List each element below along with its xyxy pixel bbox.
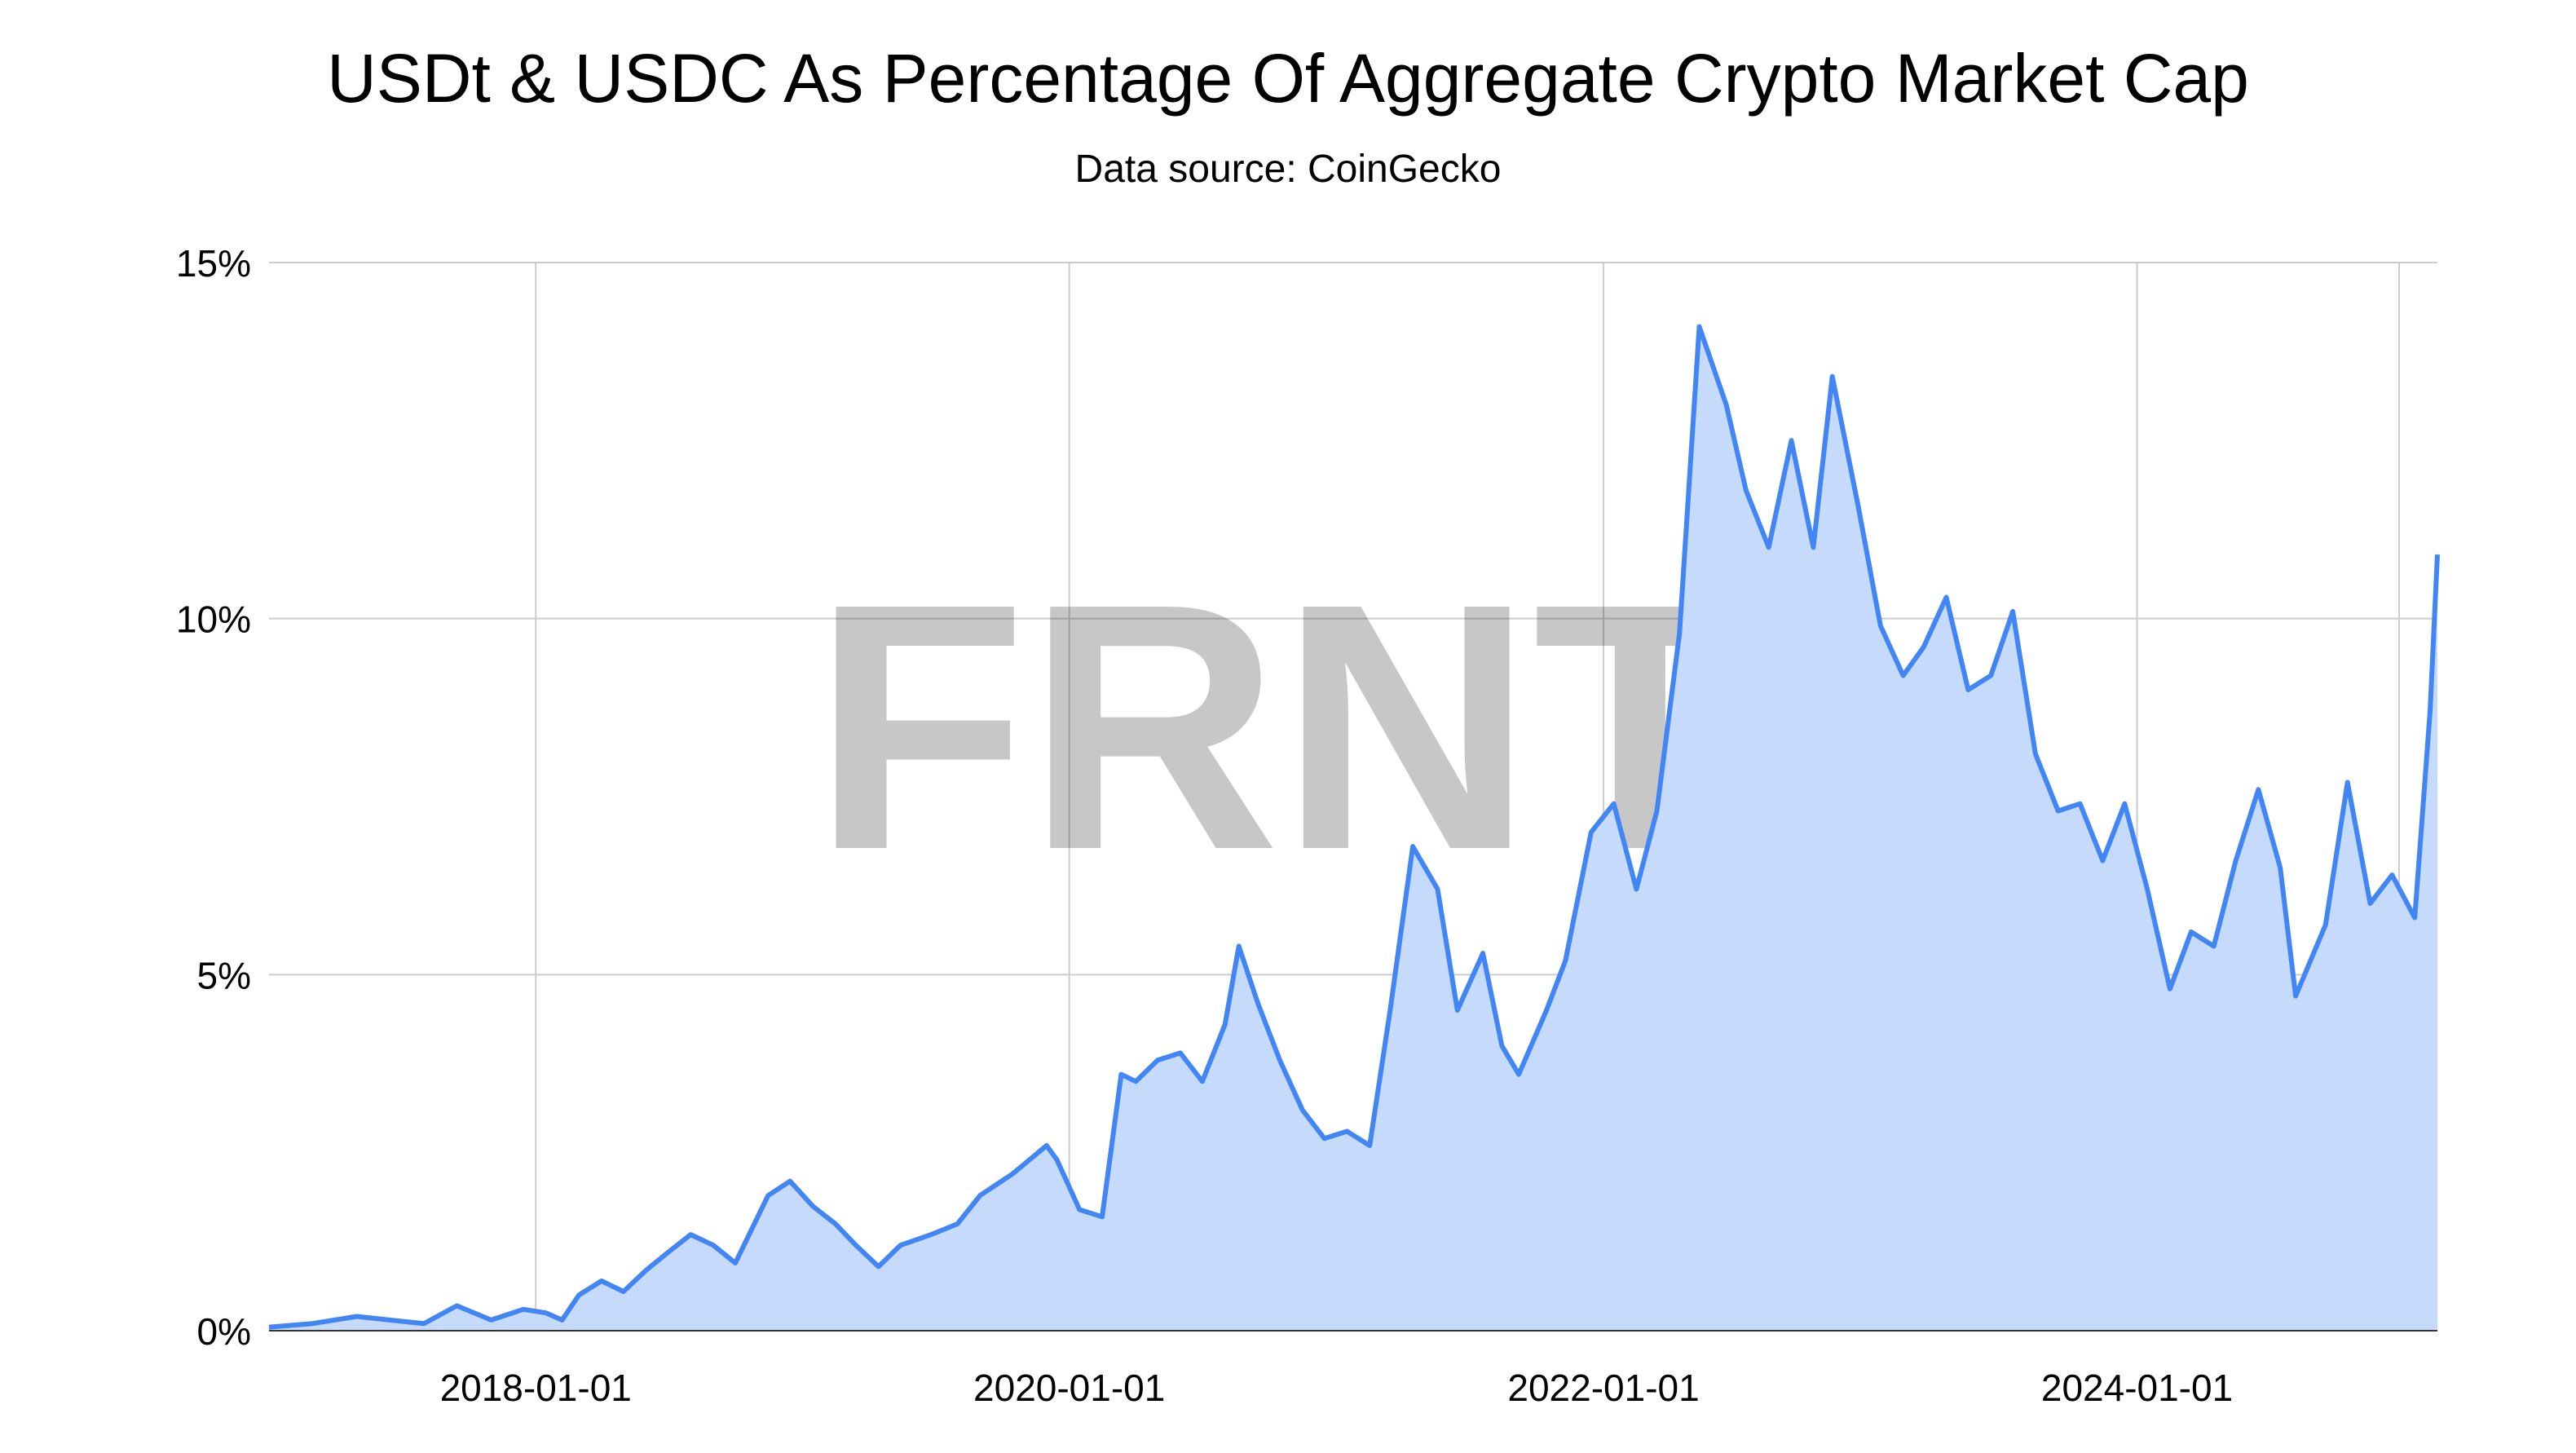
y-tick-label: 0% — [197, 1310, 251, 1353]
y-tick-label: 10% — [176, 598, 251, 641]
x-tick-label: 2022-01-01 — [1507, 1367, 1699, 1409]
series-line — [268, 324, 2440, 1330]
y-tick-label: 5% — [197, 954, 251, 996]
y-tick-label: 15% — [176, 242, 251, 285]
chart-subtitle: Data source: CoinGecko — [1074, 148, 1502, 191]
x-tick-label: 2024-01-01 — [2041, 1367, 2233, 1409]
series-area — [269, 326, 2437, 1332]
x-tick-label: 2020-01-01 — [973, 1367, 1165, 1409]
chart-title: USDt & USDC As Percentage Of Aggregate C… — [327, 40, 2249, 117]
x-tick-label: 2018-01-01 — [440, 1367, 632, 1409]
